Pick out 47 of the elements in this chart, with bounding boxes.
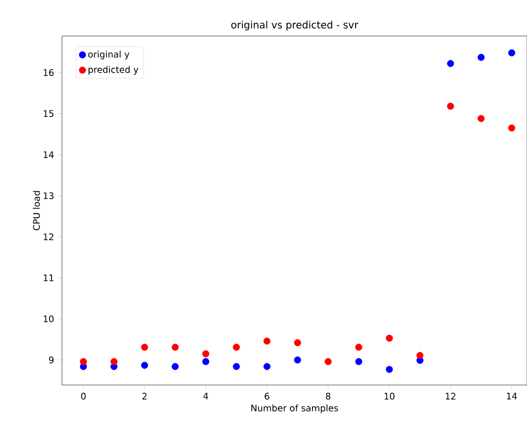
y-tick-label: 14 (44, 151, 54, 158)
point (324, 358, 332, 366)
point (232, 363, 240, 370)
point (172, 344, 179, 351)
point (386, 366, 393, 373)
point (172, 363, 179, 370)
point (478, 54, 485, 61)
point (141, 362, 148, 369)
point (202, 350, 210, 358)
x-axis-title: Number of samples (251, 404, 338, 414)
x-tick-label: 0 (81, 392, 86, 400)
point (508, 124, 516, 132)
y-tick-label: 16 (44, 69, 54, 76)
point (416, 352, 424, 359)
x-tick-label: 2 (142, 392, 147, 400)
x-tick-label: 8 (326, 392, 330, 400)
y-tick-label: 12 (44, 233, 54, 240)
point (202, 358, 210, 366)
y-axis-title: CPU load (32, 191, 40, 230)
point (355, 358, 362, 366)
point (80, 358, 87, 366)
point (355, 344, 362, 351)
point (386, 334, 393, 342)
x-tick-label: 6 (264, 392, 270, 400)
point (478, 115, 485, 122)
y-tick-label: 13 (44, 192, 54, 200)
point (232, 344, 240, 351)
x-tick-label: 12 (446, 392, 456, 400)
x-tick-label: 10 (384, 392, 394, 400)
y-tick-label: 11 (44, 274, 54, 282)
point (508, 49, 516, 56)
y-tick-label: 15 (44, 110, 54, 117)
point (447, 102, 454, 110)
x-tick-label: 14 (506, 392, 517, 400)
point (141, 344, 148, 351)
y-tick-label: 10 (44, 315, 54, 322)
y-tick-label: 9 (49, 356, 54, 364)
point (294, 339, 302, 346)
point (110, 358, 118, 366)
point (447, 60, 454, 68)
point (263, 338, 270, 345)
x-tick-label: 4 (203, 392, 208, 400)
legend-label: predicted y (88, 66, 138, 75)
legend-label: original y (88, 50, 130, 60)
point (263, 363, 270, 370)
point (294, 356, 302, 364)
chart-title: original vs predicted - svr (231, 20, 358, 30)
